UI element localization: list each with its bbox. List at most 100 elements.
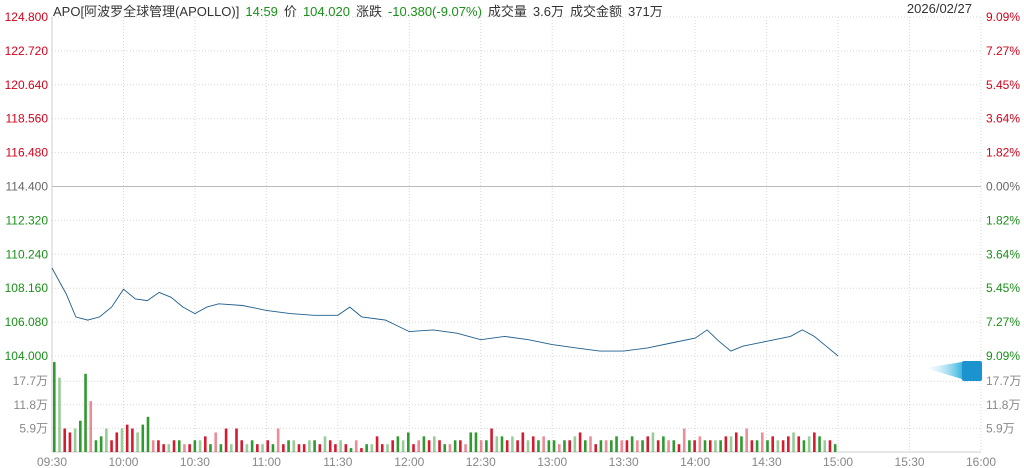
volume-bar [807,436,811,452]
volume-bar [724,436,728,452]
volume-bar [755,440,759,452]
volume-bar [422,436,426,452]
volume-bar [682,428,686,452]
volume-bar [297,444,301,452]
volume-bar [276,428,280,452]
volume-bar [745,428,748,452]
current-position-marker [962,361,982,381]
volume-bar [563,440,566,452]
volume-bar [302,444,306,452]
volume-bar [604,440,608,452]
volume-bar [557,444,561,452]
change-value: -10.380(-9.07%) [387,4,482,19]
volume-bar [125,424,129,452]
volume-bar [334,444,337,452]
y-tick-left: 112.320 [6,213,49,227]
volume-bar [391,440,394,452]
y-tick-left: 124.800 [5,10,49,24]
volume-bar [370,444,374,452]
amount-label: 成交金额 [570,4,623,19]
x-tick: 14:30 [752,455,782,468]
volume-bar [495,436,499,452]
x-tick: 09:30 [37,455,67,468]
volume-bar [636,440,639,452]
volume-bar [240,440,244,452]
volume-bar [313,440,316,452]
y-tick-left: 104.000 [5,349,49,363]
y-tick-left: 108.160 [5,281,49,295]
volume-bar [792,432,795,452]
volume-bar [511,436,514,452]
volume-bar [89,401,93,452]
volume-bar [365,444,368,452]
volume-bar [771,436,775,452]
y-tick-right: 7.27% [986,44,1020,58]
volume-bar [266,440,270,452]
x-tick: 15:30 [895,455,925,468]
volume-tick-right: 5.9万 [986,421,1015,435]
volume-bar [433,436,436,452]
volume-bar [360,448,363,452]
volume-bar [183,444,186,452]
volume-value: 3.6万 [532,4,564,19]
volume-bar [443,444,447,452]
volume-bar [73,428,77,452]
volume-bar [375,436,379,452]
y-tick-left: 106.080 [5,315,49,329]
volume-bar [537,440,540,452]
volume-bar [719,440,722,452]
y-tick-left: 120.640 [5,78,49,92]
volume-bar [115,432,119,452]
volume-bar [203,436,207,452]
volume-bar [630,436,634,452]
volume-bar [209,444,212,452]
volume-bar [573,436,577,452]
volume-bar [131,428,134,452]
volume-bar [282,444,285,452]
volume-bar [651,432,655,452]
volume-bar [547,440,551,452]
volume-bar [469,432,473,452]
volume-bar [224,428,228,452]
x-tick: 12:30 [466,455,496,468]
volume-bar [714,440,717,452]
volume-bar [823,440,827,452]
x-tick: 10:00 [108,455,138,468]
price-line [51,267,839,357]
volume-bar [646,436,650,452]
volume-bar [427,440,431,452]
volume-bar [776,440,780,452]
y-tick-right: 5.45% [986,78,1020,92]
volume-bar [542,436,545,452]
x-tick: 10:30 [180,455,210,468]
volume-bar [198,440,202,452]
volume-bar [110,440,113,452]
volume-bar [787,436,790,452]
volume-bar [813,432,816,452]
volume-bar [318,444,322,452]
volume-bar [349,448,353,452]
volume-bar [615,436,618,452]
volume-tick-right: 17.7万 [986,374,1021,388]
volume-bar [766,440,769,452]
volume-bar [516,440,519,452]
y-tick-right: 5.45% [986,281,1020,295]
volume-bar [177,440,181,452]
volume-tick-left: 5.9万 [19,421,48,435]
volume-bar [84,373,87,452]
volume-bar [172,440,176,452]
volume-bar [818,436,821,452]
volume-bar [521,432,525,452]
volume-bar [833,444,837,452]
volume-bar [625,440,629,452]
quote-time: 14:59 [245,4,278,19]
volume-bar [526,440,530,452]
volume-bar [354,440,358,452]
volume-bar [412,444,415,452]
volume-bar [292,440,296,452]
volume-tick-left: 17.7万 [13,374,48,388]
volume-bar [677,444,681,452]
volume-bar [464,444,467,452]
volume-bar [703,440,707,452]
